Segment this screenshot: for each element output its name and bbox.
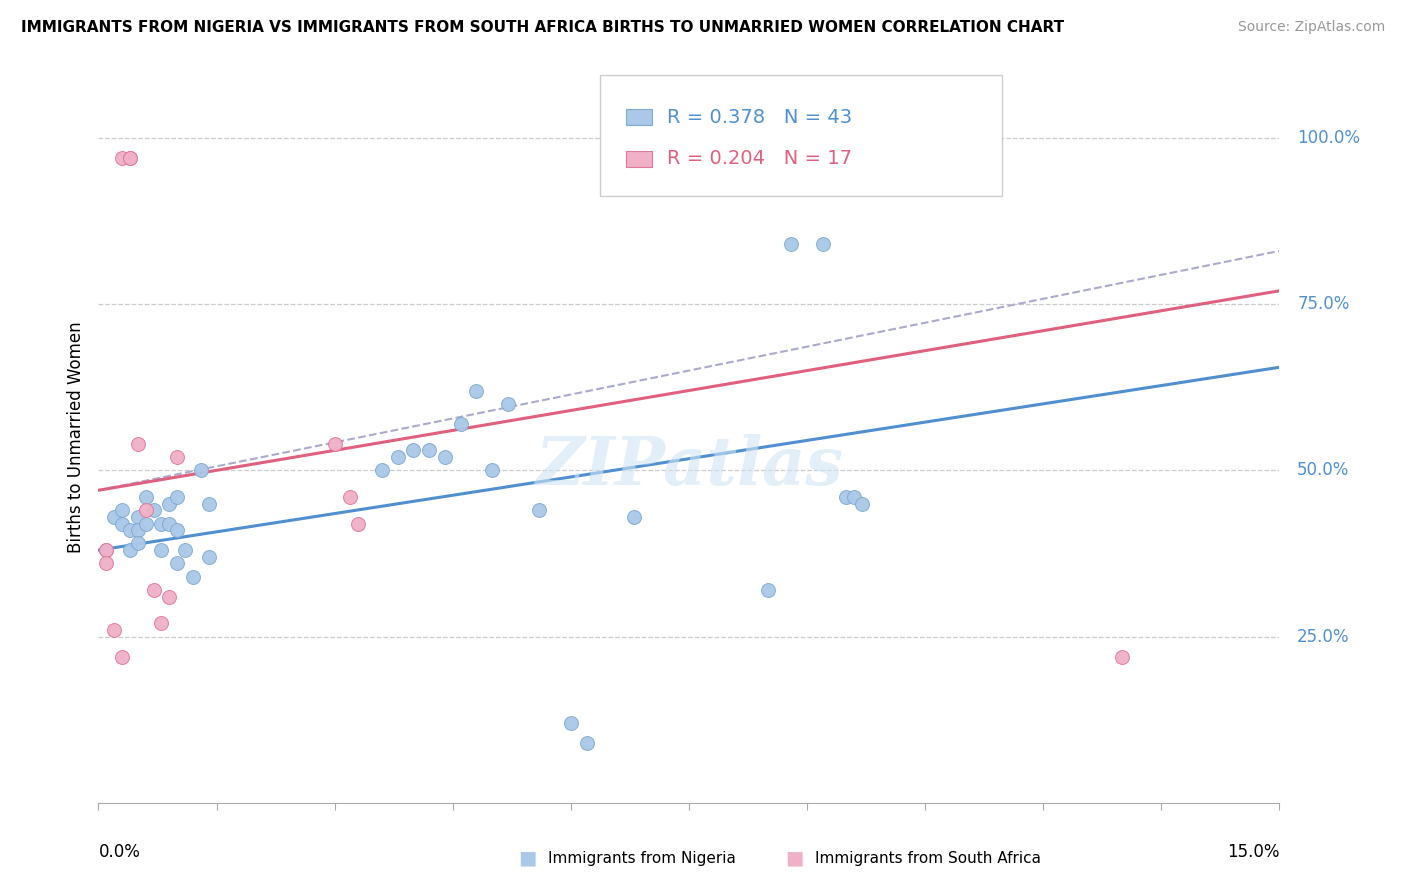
Point <box>835 490 858 504</box>
Point <box>347 516 370 531</box>
Text: IMMIGRANTS FROM NIGERIA VS IMMIGRANTS FROM SOUTH AFRICA BIRTHS TO UNMARRIED WOME: IMMIGRANTS FROM NIGERIA VS IMMIGRANTS FR… <box>21 20 1064 35</box>
Point <box>181 570 204 584</box>
Point <box>197 497 219 511</box>
Point <box>118 151 141 165</box>
Point <box>623 509 645 524</box>
Point <box>339 490 361 504</box>
Point <box>851 497 873 511</box>
Text: 25.0%: 25.0% <box>1298 628 1350 646</box>
Point <box>118 543 141 558</box>
Point <box>780 237 803 252</box>
Point <box>111 503 134 517</box>
Text: 50.0%: 50.0% <box>1298 461 1350 479</box>
Text: 100.0%: 100.0% <box>1298 128 1360 147</box>
Point <box>135 503 157 517</box>
Point <box>1111 649 1133 664</box>
Point <box>844 490 866 504</box>
Point <box>142 582 165 597</box>
Point <box>418 443 440 458</box>
Point <box>157 590 180 604</box>
Text: Immigrants from Nigeria: Immigrants from Nigeria <box>548 851 737 865</box>
Text: R = 0.204   N = 17: R = 0.204 N = 17 <box>666 149 852 169</box>
Point <box>135 516 157 531</box>
Point <box>111 649 134 664</box>
Point <box>103 623 125 637</box>
Point <box>96 557 118 571</box>
Point <box>756 582 779 597</box>
Text: R = 0.378   N = 43: R = 0.378 N = 43 <box>666 108 852 127</box>
Point <box>481 463 503 477</box>
Point <box>127 523 149 537</box>
Text: Immigrants from South Africa: Immigrants from South Africa <box>815 851 1042 865</box>
Point <box>166 557 188 571</box>
Point <box>529 503 551 517</box>
Point <box>450 417 472 431</box>
Text: Source: ZipAtlas.com: Source: ZipAtlas.com <box>1237 20 1385 34</box>
Point <box>323 436 346 450</box>
Point <box>371 463 394 477</box>
Y-axis label: Births to Unmarried Women: Births to Unmarried Women <box>66 321 84 553</box>
Point <box>118 151 141 165</box>
Point <box>496 397 519 411</box>
Point <box>560 716 582 731</box>
Point <box>575 736 598 750</box>
Text: ■: ■ <box>517 848 537 868</box>
Text: 75.0%: 75.0% <box>1298 295 1350 313</box>
Point <box>135 490 157 504</box>
Text: 15.0%: 15.0% <box>1227 843 1279 861</box>
Point <box>142 503 165 517</box>
Text: ZIPatlas: ZIPatlas <box>536 434 842 499</box>
Point <box>111 516 134 531</box>
Point <box>127 436 149 450</box>
Point <box>103 509 125 524</box>
Text: ■: ■ <box>785 848 804 868</box>
Point <box>387 450 409 464</box>
Point <box>811 237 834 252</box>
Point <box>111 151 134 165</box>
Point <box>157 516 180 531</box>
Point <box>127 536 149 550</box>
Point <box>197 549 219 564</box>
FancyBboxPatch shape <box>626 151 652 167</box>
FancyBboxPatch shape <box>626 110 652 126</box>
Point <box>96 543 118 558</box>
Point <box>96 543 118 558</box>
Point <box>150 616 173 631</box>
Point <box>433 450 456 464</box>
Point <box>127 509 149 524</box>
Point <box>118 523 141 537</box>
Point <box>465 384 488 398</box>
Point <box>402 443 425 458</box>
Point <box>166 490 188 504</box>
FancyBboxPatch shape <box>600 75 1002 195</box>
Point <box>174 543 197 558</box>
Point <box>166 523 188 537</box>
Point <box>190 463 212 477</box>
Point <box>150 543 173 558</box>
Point <box>150 516 173 531</box>
Point <box>157 497 180 511</box>
Point <box>166 450 188 464</box>
Text: 0.0%: 0.0% <box>98 843 141 861</box>
